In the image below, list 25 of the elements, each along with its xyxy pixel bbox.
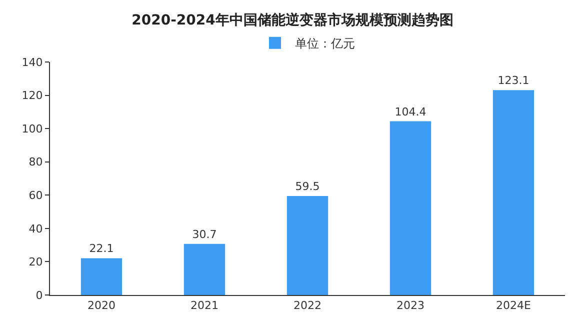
- x-tick-label: 2021: [190, 299, 218, 312]
- y-tick-label: 100: [22, 122, 43, 136]
- y-tick-label: 0: [36, 288, 43, 302]
- bar: [184, 244, 226, 295]
- data-label: 59.5: [295, 180, 320, 193]
- bar: [390, 121, 432, 295]
- legend-label: 单位：亿元: [295, 36, 355, 51]
- chart-title: 2020-2024年中国储能逆变器市场规模预测趋势图: [132, 12, 454, 29]
- y-tick-label: 120: [22, 89, 43, 102]
- bar: [286, 196, 328, 295]
- data-label: 30.7: [192, 228, 217, 241]
- bar: [80, 258, 122, 295]
- data-label: 104.4: [394, 105, 426, 118]
- y-tick-label: 40: [28, 222, 43, 236]
- y-tick-label: 60: [28, 188, 43, 202]
- x-tick-label: 2023: [396, 299, 424, 312]
- x-tick-label: 2020: [88, 299, 116, 312]
- data-label: 22.1: [89, 242, 114, 256]
- x-tick-label: 2022: [294, 299, 322, 312]
- data-label: 123.1: [498, 74, 530, 88]
- x-tick-label: 2024E: [496, 299, 532, 312]
- y-tick-label: 20: [28, 256, 43, 269]
- y-tick-label: 80: [28, 156, 43, 169]
- y-tick-label: 140: [22, 56, 43, 69]
- bar: [492, 90, 534, 295]
